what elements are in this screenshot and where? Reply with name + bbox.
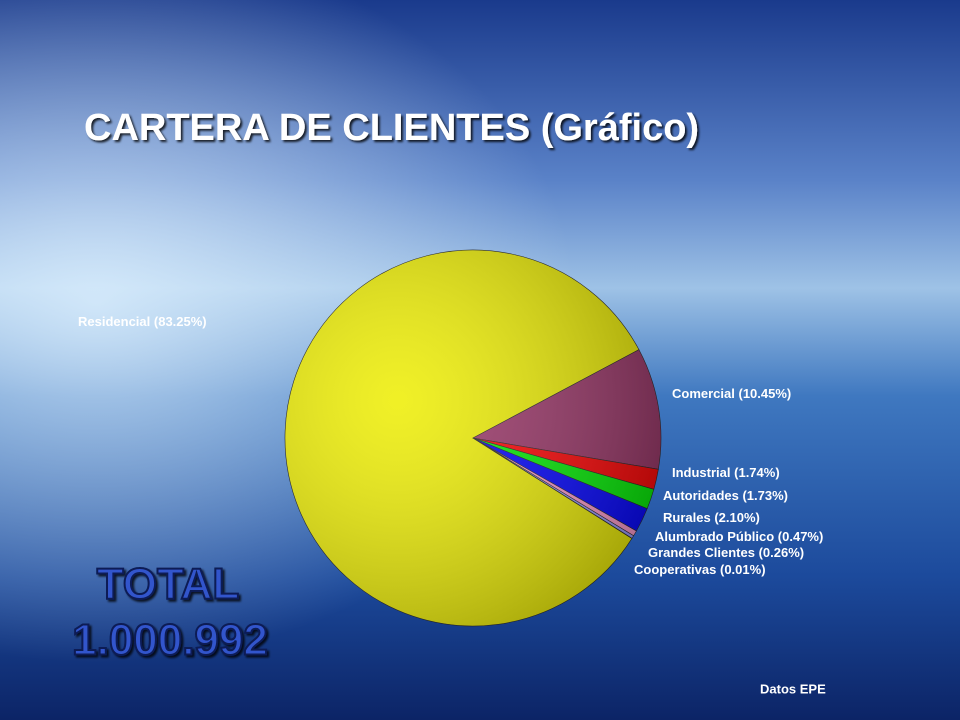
slice-label: Alumbrado Público (0.47%) [655, 529, 823, 544]
slice-name: Cooperativas [634, 562, 716, 577]
slice-value: (2.10%) [714, 510, 760, 525]
slice-name: Residencial [78, 314, 150, 329]
source: Datos EPE [760, 681, 826, 696]
slice-name: Industrial [672, 465, 731, 480]
slice-name: Autoridades [663, 488, 739, 503]
total-label: TOTAL [97, 560, 240, 609]
slice-label: Autoridades (1.73%) [663, 488, 788, 503]
slice-label: Grandes Clientes (0.26%) [648, 545, 804, 560]
slice-value: (1.74%) [734, 465, 780, 480]
slice-name: Rurales [663, 510, 711, 525]
slice-value: (10.45%) [739, 386, 792, 401]
slice-value: (0.01%) [720, 562, 766, 577]
title: CARTERA DE CLIENTES (Gráfico) [84, 107, 699, 149]
slice-label: Cooperativas (0.01%) [634, 562, 766, 577]
slice-value: (1.73%) [742, 488, 788, 503]
slice-label: Industrial (1.74%) [672, 465, 780, 480]
slice-label: Comercial (10.45%) [672, 386, 791, 401]
pie [284, 249, 662, 627]
slice-value: (0.26%) [759, 545, 805, 560]
slice-label: Rurales (2.10%) [663, 510, 760, 525]
slice-label: Residencial (83.25%) [78, 314, 207, 329]
total-value: 1.000.992 [72, 616, 268, 665]
slice-name: Alumbrado Público [655, 529, 774, 544]
slice-name: Grandes Clientes [648, 545, 755, 560]
slice-value: (83.25%) [154, 314, 207, 329]
slice-value: (0.47%) [778, 529, 824, 544]
slice-name: Comercial [672, 386, 735, 401]
